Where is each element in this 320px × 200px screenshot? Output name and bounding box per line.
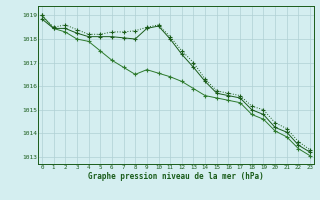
X-axis label: Graphe pression niveau de la mer (hPa): Graphe pression niveau de la mer (hPa) bbox=[88, 172, 264, 181]
